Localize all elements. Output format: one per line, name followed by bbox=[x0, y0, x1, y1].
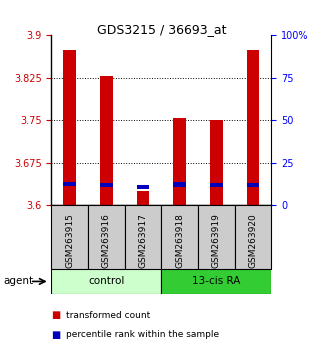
Bar bbox=[125, 205, 161, 269]
Bar bbox=[210, 120, 223, 205]
Bar bbox=[100, 183, 113, 187]
Bar bbox=[173, 118, 186, 205]
Bar bbox=[51, 205, 88, 269]
Text: GDS3215 / 36693_at: GDS3215 / 36693_at bbox=[97, 23, 227, 36]
Bar bbox=[51, 269, 161, 294]
Text: GSM263916: GSM263916 bbox=[102, 213, 111, 268]
Text: GSM263917: GSM263917 bbox=[138, 213, 148, 268]
Text: percentile rank within the sample: percentile rank within the sample bbox=[66, 330, 219, 339]
Bar bbox=[198, 205, 235, 269]
Text: GSM263918: GSM263918 bbox=[175, 213, 184, 268]
Bar bbox=[100, 76, 113, 205]
Text: GSM263915: GSM263915 bbox=[65, 213, 74, 268]
Bar bbox=[210, 183, 223, 187]
Bar bbox=[88, 205, 125, 269]
Bar bbox=[173, 182, 186, 187]
Bar bbox=[247, 50, 260, 205]
Bar bbox=[137, 191, 149, 205]
Bar bbox=[161, 269, 271, 294]
Text: agent: agent bbox=[3, 276, 33, 286]
Bar bbox=[235, 205, 271, 269]
Bar bbox=[247, 183, 260, 187]
Text: transformed count: transformed count bbox=[66, 310, 151, 320]
Text: 13-cis RA: 13-cis RA bbox=[192, 276, 241, 286]
Bar bbox=[161, 205, 198, 269]
Text: ■: ■ bbox=[51, 310, 61, 320]
Bar bbox=[63, 50, 76, 205]
Text: GSM263919: GSM263919 bbox=[212, 213, 221, 268]
Text: GSM263920: GSM263920 bbox=[249, 213, 258, 268]
Bar bbox=[137, 185, 149, 189]
Text: ■: ■ bbox=[51, 330, 61, 339]
Text: control: control bbox=[88, 276, 124, 286]
Bar bbox=[63, 182, 76, 186]
